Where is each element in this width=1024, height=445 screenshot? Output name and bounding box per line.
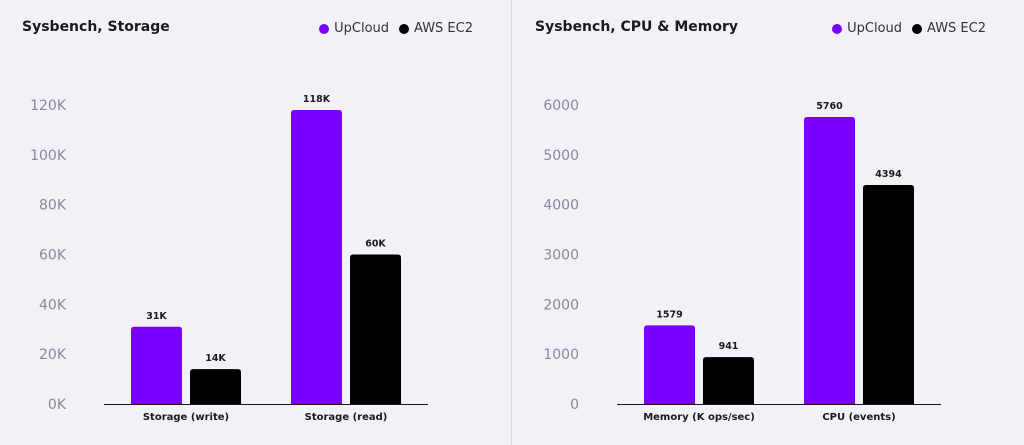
y-tick-label: 100K: [30, 148, 67, 164]
category-label: Storage (write): [143, 412, 229, 423]
bar-value-label: 31K: [146, 311, 167, 322]
legend-label-aws-ec2: AWS EC2: [927, 21, 986, 36]
storage-chart-panel: Sysbench, Storage UpCloud AWS EC2 0K 20K 4…: [0, 0, 511, 445]
bar-value-label: 941: [719, 341, 739, 352]
bar-upcloud: [291, 109, 342, 404]
y-tick-label: 0: [570, 397, 579, 413]
cpu-memory-chart-panel: Sysbench, CPU & Memory UpCloud AWS EC2 0…: [513, 0, 1024, 445]
bar-value-label: 5760: [816, 101, 843, 112]
bar-value-label: 4394: [875, 169, 902, 180]
panel-divider: [511, 0, 512, 445]
bar-upcloud: [644, 325, 695, 404]
legend-item-aws-ec2: AWS EC2: [912, 21, 986, 36]
chart-title: Sysbench, Storage: [22, 19, 170, 35]
legend-label-upcloud: UpCloud: [847, 21, 903, 36]
chart-legend: UpCloud AWS EC2: [319, 21, 473, 36]
cpu-memory-plot-area: 0 1000 2000 3000 4000 5000 6000 1579 941 Memory (…: [543, 98, 941, 423]
chart-legend: UpCloud AWS EC2: [832, 21, 986, 36]
bar-value-label: 14K: [205, 353, 226, 364]
bar-upcloud: [131, 326, 182, 404]
y-tick-label: 6000: [543, 98, 579, 114]
bar-value-label: 118K: [303, 94, 331, 105]
bar-aws-ec2: [190, 369, 241, 404]
y-tick-label: 40K: [39, 297, 67, 313]
legend-item-upcloud: UpCloud: [832, 21, 902, 36]
bar-aws-ec2: [703, 357, 754, 404]
y-tick-label: 5000: [543, 148, 579, 164]
legend-swatch-upcloud: [832, 23, 843, 34]
y-tick-label: 0K: [48, 397, 67, 413]
y-tick-label: 80K: [39, 198, 67, 214]
legend-label-upcloud: UpCloud: [334, 21, 390, 36]
bar-aws-ec2: [350, 254, 401, 404]
bar-aws-ec2: [863, 185, 914, 404]
legend-swatch-upcloud: [319, 23, 330, 34]
category-label: Memory (K ops/sec): [643, 412, 755, 423]
legend-item-upcloud: UpCloud: [319, 21, 389, 36]
bar-value-label: 1579: [656, 309, 682, 320]
bar-upcloud: [804, 116, 855, 405]
y-tick-label: 4000: [543, 198, 579, 214]
storage-plot-area: 0K 20K 40K 60K 80K 100K 120K 31K 14K Storage (wri…: [30, 94, 428, 423]
legend-label-aws-ec2: AWS EC2: [414, 21, 473, 36]
chart-title: Sysbench, CPU & Memory: [535, 19, 739, 35]
y-tick-label: 3000: [543, 248, 579, 264]
legend-swatch-aws-ec2: [912, 23, 923, 34]
y-tick-label: 120K: [30, 98, 67, 114]
legend-swatch-aws-ec2: [399, 23, 410, 34]
category-label: CPU (events): [822, 412, 895, 423]
y-tick-label: 20K: [39, 347, 67, 363]
y-tick-label: 2000: [543, 297, 579, 313]
bar-value-label: 60K: [365, 239, 386, 250]
y-tick-label: 60K: [39, 248, 67, 264]
legend-item-aws-ec2: AWS EC2: [399, 21, 473, 36]
category-label: Storage (read): [305, 412, 388, 423]
y-tick-label: 1000: [543, 347, 579, 363]
